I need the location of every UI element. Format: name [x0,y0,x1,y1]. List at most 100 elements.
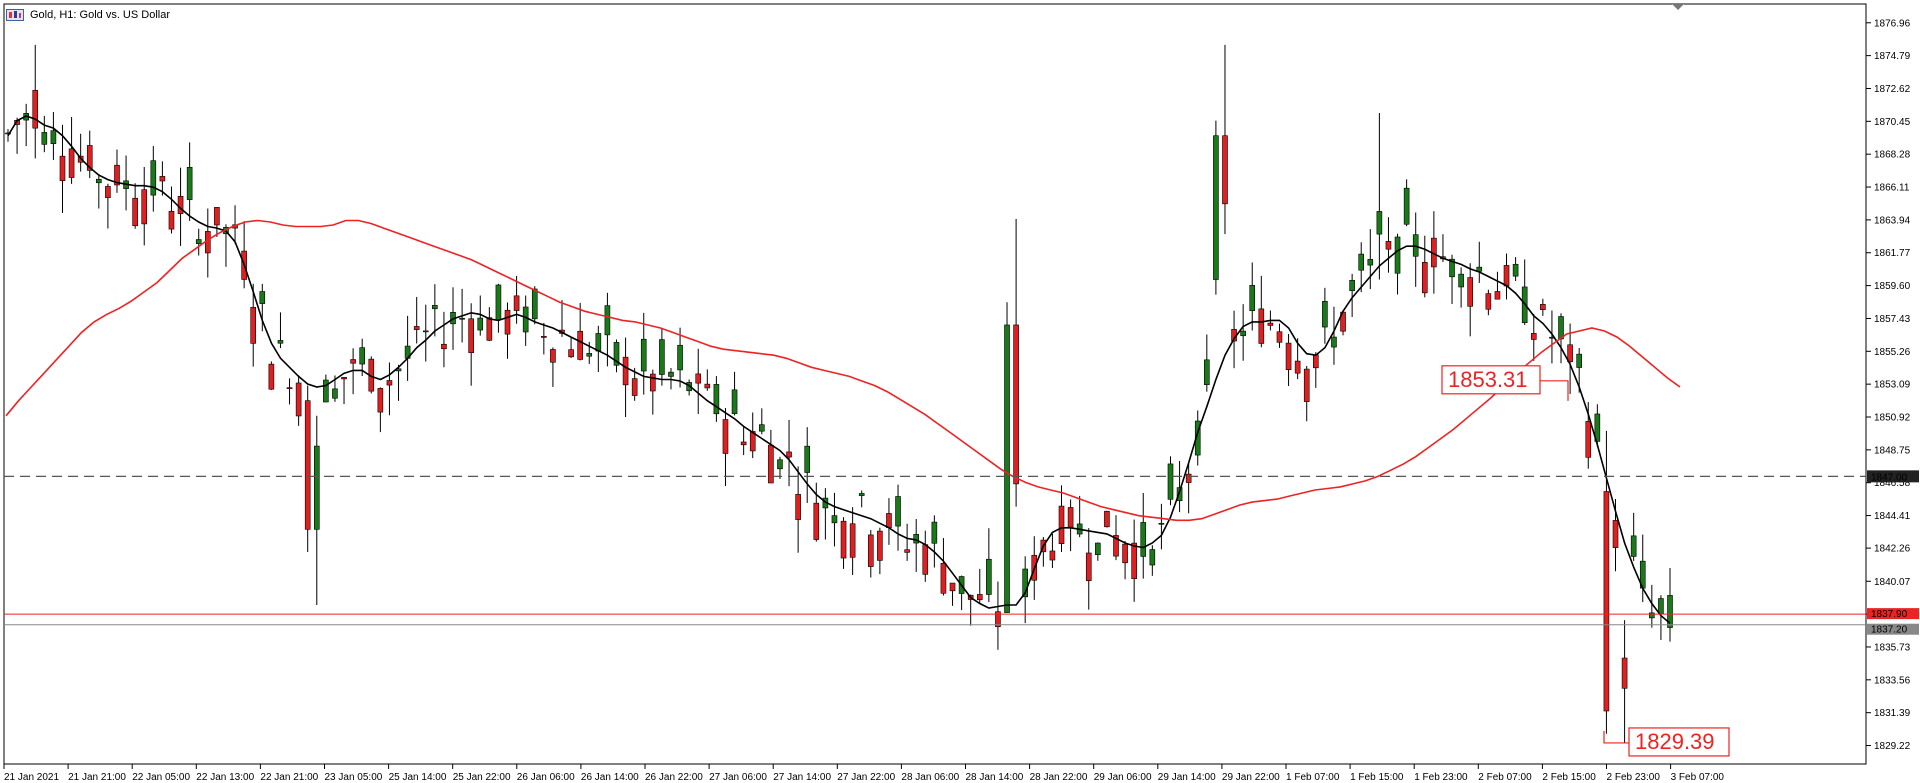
time-tick-label: 2 Feb 07:00 [1478,772,1532,783]
time-tick-label: 2 Feb 15:00 [1542,772,1596,783]
candle-body [50,130,57,144]
candle-body [813,502,820,540]
candle-body [1576,353,1582,368]
candle-body [1467,277,1473,307]
time-tick-label: 3 Feb 07:00 [1671,772,1725,783]
candle-body [150,160,157,196]
candle-body [1376,211,1383,235]
candle-body [522,306,529,333]
candle-body [1458,273,1464,288]
annotation-box [1441,365,1541,395]
candle-body [486,317,493,341]
time-tick-label: 27 Jan 22:00 [837,772,895,783]
candle-body [159,176,166,182]
candle-body [1585,421,1592,458]
price-tick-label: 1868.28 [1874,150,1911,161]
time-tick-label: 28 Jan 06:00 [901,772,959,783]
candle-body [1367,259,1374,266]
candle-body [913,534,919,544]
time-tick-label: 26 Jan 14:00 [581,772,639,783]
candle-body [105,186,111,198]
price-tick-label: 1859.60 [1874,281,1911,292]
candle-body [1167,463,1174,500]
candle-body [922,544,929,575]
candle-body [613,342,620,366]
time-tick-label: 26 Jan 22:00 [645,772,703,783]
candle-body [1485,293,1492,310]
bid-price-tag [1867,608,1919,620]
candle-body [1403,187,1410,225]
candle-body [849,523,856,558]
candle-body [1303,368,1310,402]
ask-price-label: 1837.20 [1871,625,1908,636]
candle-body [659,339,665,375]
candle-body [795,494,801,520]
candle-body [504,309,511,335]
candle-body [1267,322,1274,326]
candle-body [459,317,465,320]
candle-body [422,330,429,333]
candle-body [1222,135,1228,205]
candle-body [1649,612,1655,619]
candle-body [1358,253,1365,271]
price-tick-label: 1863.94 [1874,215,1911,226]
candle-body [531,288,538,320]
candle-body [1158,522,1165,525]
price-tick-label: 1829.22 [1874,741,1911,752]
candle-body [59,155,66,181]
time-tick-label: 1 Feb 07:00 [1286,772,1340,783]
candle-body [541,335,547,338]
candle-body [186,166,193,200]
candle-body [604,305,611,336]
candle-body [168,210,175,230]
candle-body [268,363,275,390]
ask-price-tag [1867,623,1919,635]
time-tick-label: 22 Jan 05:00 [132,772,190,783]
candle-body [858,493,865,496]
price-tick-label: 1866.11 [1874,183,1910,194]
candle-body [313,445,320,530]
candle-body [695,373,702,384]
candle-body [468,318,474,354]
candle-body [332,388,338,399]
candle-body [495,284,502,321]
candle-body [1249,285,1256,312]
time-tick-label: 29 Jan 14:00 [1158,772,1216,783]
candle-body [277,340,284,344]
time-tick-label: 26 Jan 06:00 [517,772,575,783]
candle-body [586,353,593,357]
candle-body [631,378,638,396]
candle-body [804,445,811,473]
candle-body [1530,333,1537,340]
candle-body [68,148,75,178]
time-tick-label: 28 Jan 14:00 [966,772,1024,783]
candle-body [132,197,138,227]
candle-body [1421,262,1428,294]
candle-body [940,562,947,594]
candle-body [1104,510,1110,528]
time-tick-label: 2 Feb 23:00 [1607,772,1661,783]
candle-body [640,338,647,372]
price-tick-label: 1846.58 [1874,478,1911,489]
time-tick-label: 29 Jan 06:00 [1094,772,1152,783]
price-tick-label: 1848.75 [1874,445,1911,456]
price-tick-label: 1844.41 [1874,511,1911,522]
candle-body [904,549,910,553]
bid-price-label: 1837.90 [1871,609,1908,620]
candle-body [1122,543,1128,564]
candle-body [1204,359,1210,386]
time-tick-label: 25 Jan 22:00 [453,772,511,783]
candle-body [668,371,674,377]
candle-body [386,380,393,386]
candle-body [713,384,720,415]
annotation-connector [1603,730,1629,744]
price-tick-label: 1872.62 [1874,84,1911,95]
annotation-label: 1829.39 [1635,729,1715,754]
candle-body [1004,324,1010,613]
candle-body [323,379,329,403]
candle-body [141,189,148,225]
candle-body [895,496,901,527]
candle-body [1176,487,1183,502]
